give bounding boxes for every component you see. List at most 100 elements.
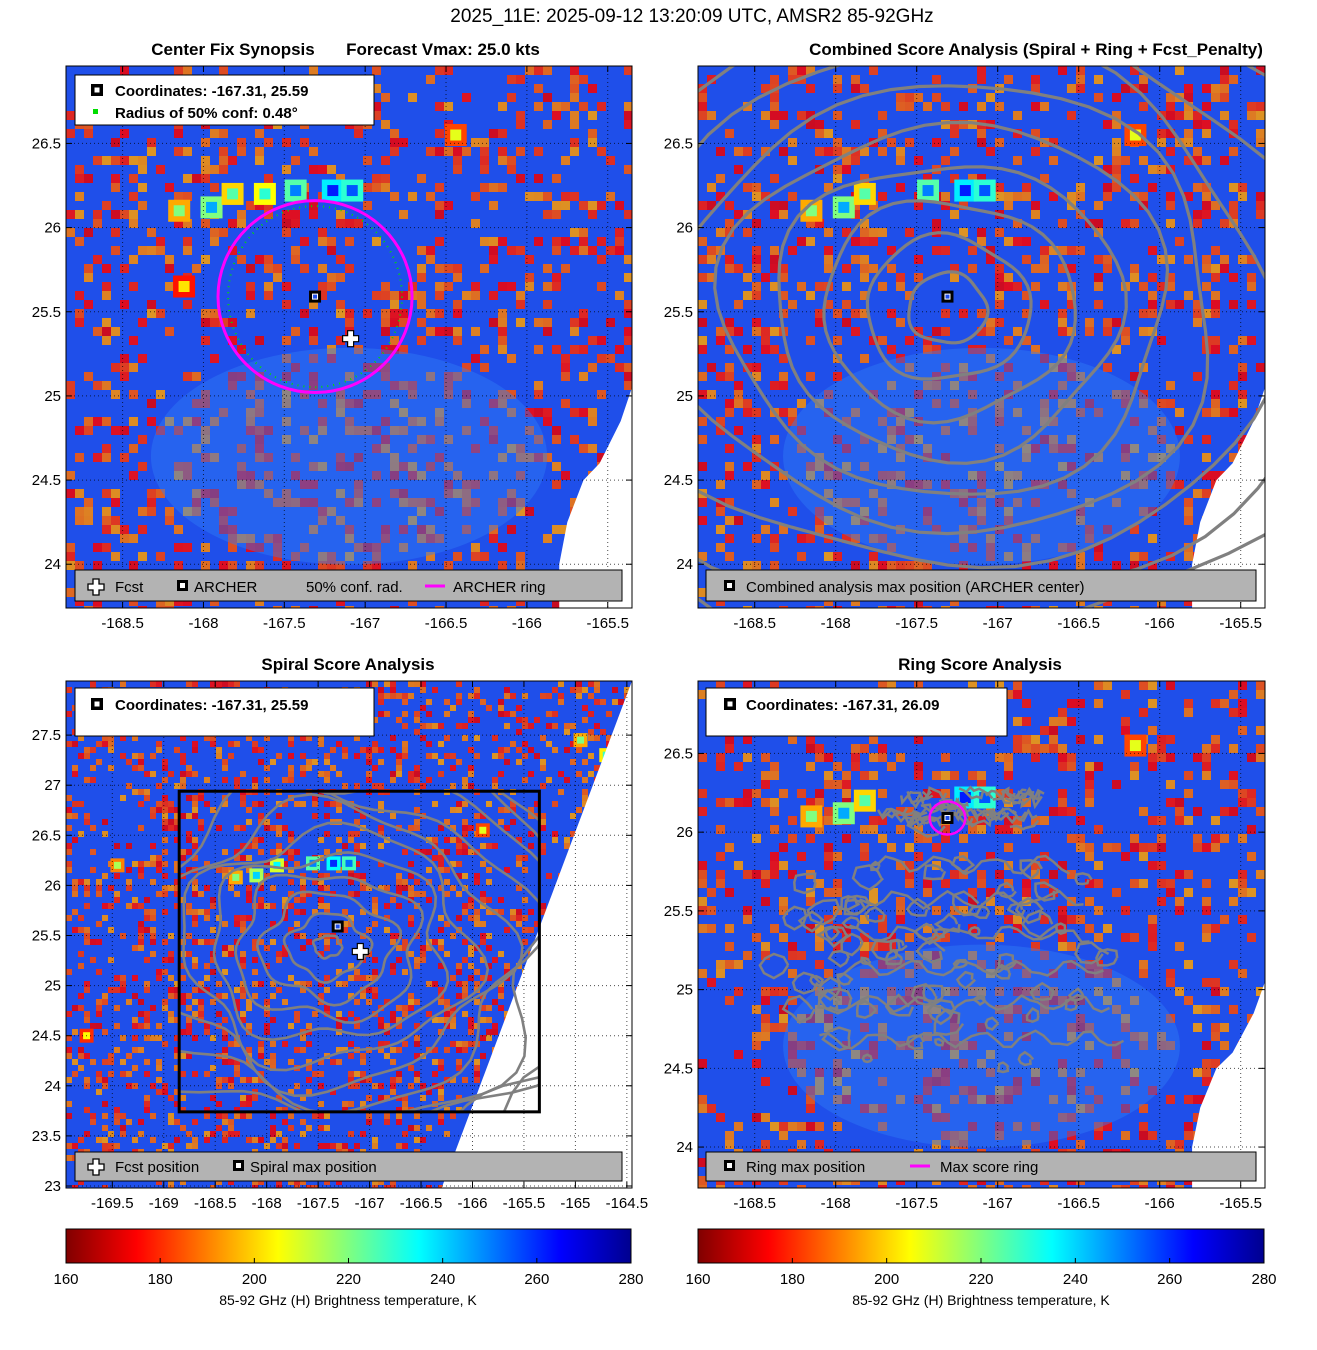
x-tick-label: -166 bbox=[457, 1195, 487, 1212]
score-contour bbox=[964, 785, 994, 800]
score-contour bbox=[926, 998, 957, 1026]
fcst-position-marker bbox=[351, 942, 369, 961]
axes-frame bbox=[65, 680, 633, 1189]
score-contour bbox=[967, 925, 981, 937]
ring-max-marker bbox=[941, 811, 954, 824]
colorbar-tick-label: 220 bbox=[336, 1271, 361, 1288]
grid-lines bbox=[698, 66, 1265, 608]
cold-cloud-cells bbox=[168, 124, 467, 298]
panel-title: Ring Score Analysis bbox=[898, 655, 1062, 674]
conf-radius-circle bbox=[227, 205, 403, 389]
x-tick-label: -166.5 bbox=[400, 1195, 443, 1212]
archer-center-marker bbox=[309, 290, 322, 303]
y-tick-label: 24 bbox=[44, 1078, 61, 1095]
cold-cell-core bbox=[259, 188, 271, 200]
cold-cell-core bbox=[273, 861, 281, 869]
axes-frame bbox=[697, 65, 1266, 609]
tb-pixels bbox=[698, 681, 1265, 1188]
colorbar-left: 160 180 200 220 240 260 280 85-92 GHz (H) Brig… bbox=[53, 1228, 644, 1308]
cold-cell-core bbox=[959, 792, 971, 804]
legend-spiral-label: Spiral max position bbox=[250, 1159, 377, 1176]
score-contour bbox=[934, 928, 946, 939]
y-tick-label: 24 bbox=[44, 556, 61, 573]
score-contour bbox=[899, 790, 925, 806]
score-contour bbox=[859, 889, 1084, 910]
y-tick-label: 24 bbox=[676, 1139, 693, 1156]
colorbar-tick-label: 180 bbox=[148, 1271, 173, 1288]
score-contour bbox=[426, 791, 540, 1112]
y-tick-label: 26.5 bbox=[664, 745, 693, 762]
axis-ticks: -168.5 -168 -167.5 -167 -166.5 -166 -165.5 24 24… bbox=[664, 681, 1265, 1212]
score-contour bbox=[907, 270, 990, 345]
legend-fcst-label: Fcst position bbox=[115, 1159, 199, 1176]
cold-cell-core bbox=[450, 129, 462, 141]
cold-cell-core bbox=[959, 185, 971, 197]
score-contour bbox=[212, 851, 450, 1042]
score-contour bbox=[955, 970, 976, 990]
x-tick-label: -166 bbox=[1145, 615, 1175, 632]
score-contour bbox=[758, 952, 790, 980]
score-contour bbox=[777, 165, 1128, 465]
cold-cell-core bbox=[327, 185, 339, 197]
legend-bar: Combined analysis max position (ARCHER c… bbox=[705, 569, 1257, 602]
score-contour bbox=[781, 994, 816, 1025]
panel-title: Spiral Score Analysis bbox=[261, 655, 434, 674]
colorbar-tick-label: 160 bbox=[53, 1271, 78, 1288]
spiral-max-marker bbox=[331, 920, 344, 933]
score-contour bbox=[816, 976, 842, 1002]
x-tick-label: -165.5 bbox=[1219, 1195, 1262, 1212]
fcst-cross-icon bbox=[87, 578, 105, 596]
colorbar-tick-label: 260 bbox=[1157, 1271, 1182, 1288]
cold-cell-core bbox=[330, 859, 338, 867]
y-tick-label: 27 bbox=[44, 777, 61, 794]
y-tick-label: 26 bbox=[676, 824, 693, 841]
score-contour bbox=[1074, 872, 1093, 886]
score-contour bbox=[815, 925, 850, 948]
x-tick-label: -167 bbox=[355, 1195, 385, 1212]
x-tick-label: -169.5 bbox=[91, 1195, 134, 1212]
x-tick-label: -166 bbox=[1145, 1195, 1175, 1212]
score-contour bbox=[869, 854, 1071, 876]
score-contour bbox=[970, 815, 1001, 828]
cold-cell-core bbox=[979, 185, 991, 197]
colorbar-tick-label: 160 bbox=[685, 1271, 710, 1288]
cold-cell-core bbox=[922, 185, 934, 197]
colorbar-tick-label: 280 bbox=[618, 1271, 643, 1288]
cold-cell-core bbox=[838, 807, 850, 819]
swath-edge-nodata bbox=[1192, 981, 1265, 1188]
colorbar-tick-label: 240 bbox=[430, 1271, 455, 1288]
x-tick-label: -167.5 bbox=[297, 1195, 340, 1212]
score-contour bbox=[1025, 1006, 1040, 1024]
x-tick-label: -166.5 bbox=[1057, 1195, 1100, 1212]
cold-cell-core bbox=[479, 826, 487, 834]
score-contour bbox=[1021, 909, 1059, 939]
x-tick-label: -165.5 bbox=[586, 615, 629, 632]
axis-ticks: -169.5 -169 -168.5 -168 -167.5 -167 -166.5 -166… bbox=[32, 681, 648, 1212]
combined-score-panel: Combined Score Analysis (Spiral + Ring +… bbox=[664, 40, 1266, 632]
coordinates-text: Coordinates: -167.31, 25.59 bbox=[115, 83, 308, 100]
cold-cell-core bbox=[859, 188, 871, 200]
score-contour bbox=[886, 811, 914, 819]
cold-cell-core bbox=[252, 871, 260, 879]
score-contour bbox=[822, 199, 1077, 425]
cold-cell-core bbox=[206, 201, 218, 213]
score-contour bbox=[922, 984, 946, 1003]
score-contour bbox=[984, 1016, 1000, 1031]
legend-bar: Fcst position Spiral max position bbox=[74, 1151, 623, 1182]
y-tick-label: 26 bbox=[44, 220, 61, 237]
score-contour bbox=[947, 809, 974, 827]
score-contour bbox=[921, 786, 948, 802]
score-contour bbox=[933, 1008, 965, 1036]
x-tick-label: -168 bbox=[252, 1195, 282, 1212]
x-tick-label: -168 bbox=[821, 615, 851, 632]
y-tick-label: 24.5 bbox=[32, 472, 61, 489]
score-contour bbox=[992, 789, 1016, 802]
score-contour bbox=[1029, 981, 1055, 1002]
y-tick-label: 23.5 bbox=[32, 1128, 61, 1145]
x-tick-label: -168.5 bbox=[733, 1195, 776, 1212]
y-tick-label: 25.5 bbox=[32, 928, 61, 945]
x-tick-label: -168.5 bbox=[194, 1195, 237, 1212]
score-contour bbox=[791, 971, 821, 995]
score-contour bbox=[989, 807, 1017, 817]
axis-ticks: -168.5 -168 -167.5 -167 -166.5 -166 -165.5 24 24… bbox=[664, 66, 1265, 632]
